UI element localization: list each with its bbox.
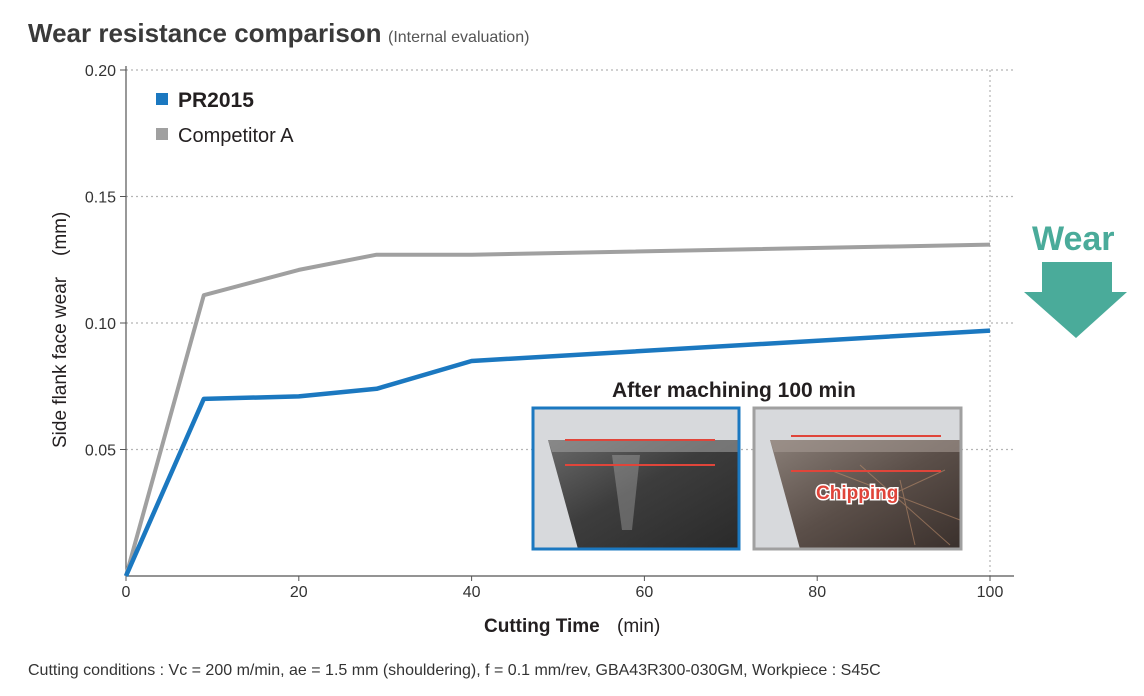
x-tick-label: 0 [122,584,131,601]
series-line-competitor-a [124,242,991,577]
legend-label-competitor-a: Competitor A [178,125,294,147]
x-tick-labels: 0 20 40 60 80 100 [122,584,1004,601]
wear-label: Wear [1032,220,1115,258]
y-tick-label: 0.10 [85,316,116,333]
series-lines [123,242,991,577]
inset-photo-pr2015 [531,406,741,551]
y-axis-unit: (mm) [50,212,71,256]
x-tick-label: 80 [808,584,826,601]
x-tick-label: 40 [463,584,481,601]
y-tick-label: 0.20 [85,63,116,80]
legend-swatch-pr2015 [156,93,168,105]
axes [120,66,1014,581]
x-axis-label: Cutting Time [484,616,600,637]
cutting-conditions: Cutting conditions : Vc = 200 m/min, ae … [28,662,881,679]
series-line-pr2015 [123,328,991,577]
x-tick-label: 100 [977,584,1004,601]
inset-frame-pr2015 [531,406,741,551]
y-tick-labels: 0.05 0.10 0.15 0.20 [85,63,116,460]
legend-label-pr2015: PR2015 [178,89,254,112]
inset-photo-competitor-a: Chipping [752,406,963,551]
chipping-label: Chipping [816,483,898,504]
y-tick-label: 0.05 [85,443,116,460]
wear-down-arrow-icon [1024,262,1127,338]
y-axis-label: Side flank face wear [50,276,71,448]
inset-frame-competitor-a [752,406,963,551]
legend-swatch-competitor-a [156,128,168,140]
y-tick-label: 0.15 [85,190,116,207]
chart-title: Wear resistance comparison [28,18,382,48]
inset-title: After machining 100 min [612,379,856,402]
chart-subtitle: (Internal evaluation) [388,29,529,46]
x-tick-label: 60 [636,584,654,601]
x-tick-label: 20 [290,584,308,601]
x-axis-unit: (min) [617,616,660,637]
